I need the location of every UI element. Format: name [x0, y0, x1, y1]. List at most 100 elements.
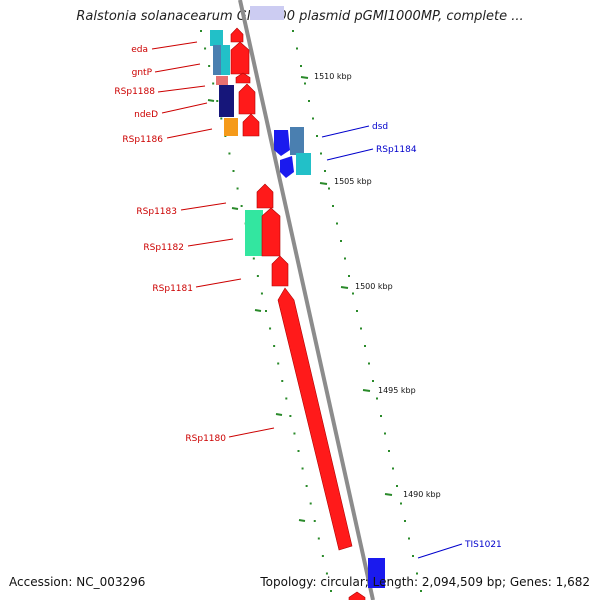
- gene-eda-arrow: [230, 41, 250, 75]
- inner-tick-dot: [252, 257, 255, 260]
- topology-text: Topology: circular; Length: 2,094,509 bp…: [260, 575, 590, 589]
- gene-RSp1186-box: [224, 118, 238, 136]
- scale-label: 1490 kbp: [403, 490, 441, 499]
- outer-tick-dot: [404, 520, 406, 522]
- gene-RSp1182-box: [245, 210, 263, 256]
- inner-tick-dot: [321, 555, 324, 557]
- inner-tick-dot: [212, 82, 215, 85]
- outer-tick-dot: [292, 30, 294, 32]
- outer-tick-dot: [356, 310, 358, 312]
- scale-tick: [340, 286, 349, 289]
- gene-label-ndeD: ndeD: [134, 110, 158, 120]
- inner-tick-dot: [305, 485, 308, 487]
- inner-tick-dot: [325, 572, 328, 575]
- inner-tick-dot: [330, 590, 332, 592]
- gene-label-gntP: gntP: [132, 68, 153, 78]
- gene-TIS1021-box: [368, 558, 385, 588]
- outer-tick-dot: [384, 432, 386, 435]
- outer-tick-dot: [340, 240, 342, 242]
- gene-label-leader: [417, 543, 463, 559]
- outer-tick-dot: [320, 152, 322, 155]
- inner-tick-dot: [236, 187, 239, 190]
- gene-RSp1183-arrow: [256, 183, 274, 209]
- gene-label-dsd: dsd: [372, 122, 388, 132]
- outer-tick-dot: [336, 222, 338, 225]
- inner-tick-dot: [256, 275, 259, 277]
- gene-ndeD-box: [219, 85, 234, 117]
- header-feature: [250, 6, 284, 20]
- scale-label: 1500 kbp: [355, 282, 393, 291]
- minor-tick: [275, 413, 283, 416]
- outer-tick-dot: [348, 275, 350, 277]
- minor-tick: [231, 207, 239, 210]
- gene-dsd-box: [290, 127, 304, 155]
- gene-RSp1186-arrow: [242, 113, 260, 137]
- accession-text: Accession: NC_003296: [9, 575, 146, 589]
- outer-tick-dot: [372, 380, 374, 382]
- gene-arrow: [230, 27, 244, 43]
- gene-label-leader: [326, 148, 374, 161]
- scale-label: 1495 kbp: [378, 386, 416, 395]
- gene-label-RSp1183: RSp1183: [136, 207, 177, 217]
- inner-tick-dot: [289, 415, 292, 417]
- gene-RSp1184-arrow: [280, 156, 294, 178]
- gene-RSp1181-arrow: [271, 255, 289, 287]
- gene-ndeD-arrow: [238, 83, 256, 115]
- gene-RSp1184-box: [296, 153, 311, 175]
- outer-tick-dot: [376, 397, 378, 400]
- inner-tick-dot: [240, 205, 243, 207]
- gene-RSp1188-box: [216, 76, 228, 85]
- outer-tick-dot: [380, 415, 382, 417]
- outer-tick-dot: [324, 170, 326, 172]
- inner-tick-dot: [228, 152, 231, 155]
- inner-tick-dot: [265, 310, 267, 312]
- outer-tick-dot: [396, 485, 398, 487]
- gene-label-RSp1182: RSp1182: [143, 243, 184, 253]
- outer-tick-dot: [352, 292, 354, 295]
- backbone-line: [238, 0, 375, 600]
- gene-label-leader: [166, 128, 213, 139]
- inner-tick-dot: [269, 327, 272, 330]
- outer-tick-dot: [392, 467, 394, 470]
- gene-label-leader: [228, 427, 275, 438]
- gene-arrow-bottom: [348, 591, 366, 600]
- gene-label-RSp1181: RSp1181: [152, 284, 193, 294]
- inner-tick-dot: [313, 520, 316, 522]
- inner-tick-dot: [317, 537, 320, 540]
- inner-tick-dot: [297, 450, 300, 452]
- inner-tick-dot: [285, 397, 288, 400]
- outer-tick-dot: [332, 205, 334, 207]
- outer-tick-dot: [364, 345, 366, 347]
- gene-label-RSp1188: RSp1188: [114, 87, 155, 97]
- map-title: Ralstonia solanacearum GMI1000 plasmid p…: [76, 9, 524, 24]
- scale-tick: [362, 389, 371, 392]
- inner-tick-dot: [309, 502, 312, 505]
- inner-tick-dot: [273, 345, 276, 347]
- gene-label-leader: [195, 278, 242, 288]
- outer-tick-dot: [400, 502, 402, 505]
- gene-label-RSp1186: RSp1186: [122, 135, 163, 145]
- gene-eda-box: [210, 30, 223, 46]
- inner-tick-dot: [281, 380, 284, 382]
- gene-RSp1182-arrow: [261, 207, 281, 257]
- outer-tick-dot: [416, 572, 418, 575]
- inner-tick-dot: [277, 362, 280, 365]
- gene-RSp1180-arrow: [277, 287, 353, 551]
- gene-label-leader: [157, 85, 206, 93]
- outer-tick-dot: [312, 117, 314, 120]
- outer-tick-dot: [412, 555, 414, 557]
- inner-tick-dot: [208, 65, 211, 67]
- gene-label-eda: eda: [131, 45, 148, 55]
- outer-tick-dot: [296, 47, 298, 50]
- outer-tick-dot: [420, 590, 422, 592]
- scale-label: 1505 kbp: [334, 177, 372, 186]
- gene-label-leader: [151, 41, 198, 50]
- outer-tick-dot: [308, 100, 310, 102]
- gene-label-TIS1021: TIS1021: [464, 540, 502, 550]
- inner-tick-dot: [293, 432, 296, 435]
- inner-tick-dot: [216, 100, 219, 102]
- gene-label-leader: [321, 125, 370, 138]
- minor-tick: [207, 99, 215, 102]
- gene-label-leader: [187, 238, 234, 247]
